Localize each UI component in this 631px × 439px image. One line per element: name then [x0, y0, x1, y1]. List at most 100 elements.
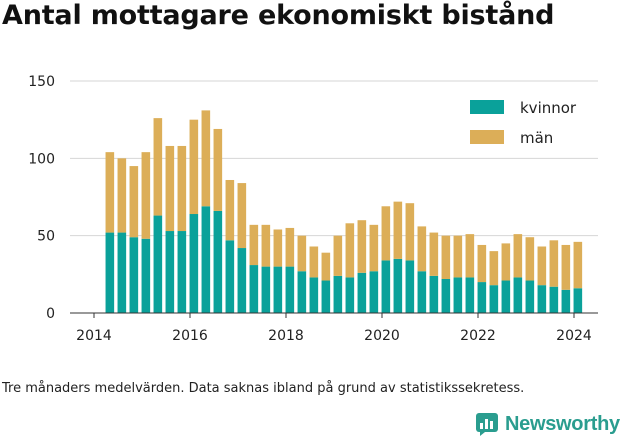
y-tick-label: 100 [28, 151, 55, 167]
bar-segment-kvinnor [357, 272, 367, 313]
bar-segment-kvinnor [297, 271, 307, 313]
bar-segment-man [309, 246, 319, 278]
bar-segment-kvinnor [273, 266, 283, 313]
bar-segment-man [165, 145, 175, 232]
bar-segment-kvinnor [333, 275, 343, 313]
bar-segment-kvinnor [501, 280, 511, 313]
bar-segment-kvinnor [213, 210, 223, 313]
bar-segment-man [297, 235, 307, 272]
x-tick-label: 2020 [364, 328, 400, 344]
x-tick-label: 2014 [76, 328, 112, 344]
brand-name: Newsworthy [505, 412, 620, 435]
bar-segment-kvinnor [129, 237, 139, 313]
bar-segment-man [357, 220, 367, 273]
bar-segment-kvinnor [489, 285, 499, 313]
bar-segment-kvinnor [549, 286, 559, 313]
legend-label-kvinnor: kvinnor [520, 99, 577, 117]
bar-segment-man [177, 145, 187, 232]
bar-segment-kvinnor [177, 231, 187, 313]
bar-segment-man [117, 158, 127, 233]
bar-segment-man [513, 234, 523, 278]
bar-segment-kvinnor [309, 277, 319, 313]
bar-segment-man [369, 224, 379, 272]
brand-logo[interactable]: Newsworthy [475, 409, 620, 439]
bar-segment-kvinnor [429, 275, 439, 313]
bar-segment-kvinnor [393, 258, 403, 313]
bar-segment-man [225, 179, 235, 241]
bar-segment-kvinnor [201, 206, 211, 313]
bar-segment-man [129, 166, 139, 238]
bar-segment-kvinnor [573, 288, 583, 313]
legend-swatch-kvinnor [470, 100, 504, 114]
bar-segment-kvinnor [141, 238, 151, 313]
chart-title: Antal mottagare ekonomiskt bistånd [2, 0, 555, 31]
bar-segment-man [381, 206, 391, 261]
bar-segment-man [249, 224, 259, 266]
bar-segment-man [561, 244, 571, 290]
bar-segment-man [453, 235, 463, 278]
x-tick-label: 2016 [172, 328, 208, 344]
bar-segment-man [537, 246, 547, 286]
bar-segment-man [429, 232, 439, 276]
bar-segment-man [273, 229, 283, 267]
bar-segment-kvinnor [561, 289, 571, 313]
bar-segment-kvinnor [225, 240, 235, 313]
bar-segment-man [189, 119, 199, 215]
bar-segment-kvinnor [285, 266, 295, 313]
bar-segment-man [345, 223, 355, 278]
bar-segment-kvinnor [441, 278, 451, 313]
bar-segment-kvinnor [345, 277, 355, 313]
legend-swatch-man [470, 130, 504, 144]
bar-segment-man [549, 240, 559, 287]
legend-label-man: män [520, 129, 553, 147]
x-tick-label: 2022 [460, 328, 496, 344]
y-tick-label: 150 [28, 74, 55, 90]
bar-segment-kvinnor [525, 280, 535, 313]
x-tick-label: 2024 [556, 328, 592, 344]
bar-segment-man [405, 203, 415, 261]
bar-segment-kvinnor [237, 248, 247, 313]
bar-segment-kvinnor [453, 277, 463, 313]
y-axis: 0 50 100 150 [28, 74, 55, 322]
bar-segment-kvinnor [513, 277, 523, 313]
bar-segment-man [213, 128, 223, 211]
bar-segment-man [441, 235, 451, 279]
bar-segment-kvinnor [261, 266, 271, 313]
y-tick-label: 0 [46, 306, 55, 322]
bar-segment-man [393, 201, 403, 259]
x-tick-label: 2018 [268, 328, 304, 344]
bar-segment-man [501, 243, 511, 281]
bar-segment-kvinnor [381, 260, 391, 313]
bar-segment-man [417, 226, 427, 272]
bars-group [105, 110, 583, 313]
x-axis: 2014 2016 2018 2020 2022 2024 [76, 313, 592, 344]
chart-caption: Tre månaders medelvärden. Data saknas ib… [2, 381, 525, 396]
bar-segment-kvinnor [105, 232, 115, 313]
bar-segment-man [285, 227, 295, 267]
bar-segment-man [141, 152, 151, 239]
bar-segment-man [333, 235, 343, 276]
bar-segment-man [261, 224, 271, 267]
bar-segment-man [237, 183, 247, 249]
bar-segment-man [477, 244, 487, 283]
bar-segment-kvinnor [249, 265, 259, 313]
bar-segment-kvinnor [537, 285, 547, 313]
bar-segment-kvinnor [417, 271, 427, 313]
stacked-bar-chart: 0 50 100 150 2014 2016 2018 2020 2022 2024 kvinn… [28, 74, 598, 344]
newsworthy-logo-icon [476, 413, 498, 436]
bar-segment-man [153, 118, 163, 216]
bar-segment-man [525, 237, 535, 281]
bar-segment-kvinnor [465, 277, 475, 313]
bar-segment-kvinnor [165, 231, 175, 313]
bar-segment-kvinnor [117, 232, 127, 313]
y-tick-label: 50 [37, 229, 55, 245]
bar-segment-kvinnor [405, 260, 415, 313]
bar-segment-kvinnor [153, 215, 163, 313]
bar-segment-man [201, 110, 211, 207]
bar-segment-man [489, 251, 499, 286]
bar-segment-kvinnor [477, 282, 487, 313]
bar-segment-kvinnor [189, 214, 199, 313]
bar-segment-man [321, 252, 331, 281]
bar-segment-man [105, 152, 115, 233]
bar-segment-kvinnor [369, 271, 379, 313]
